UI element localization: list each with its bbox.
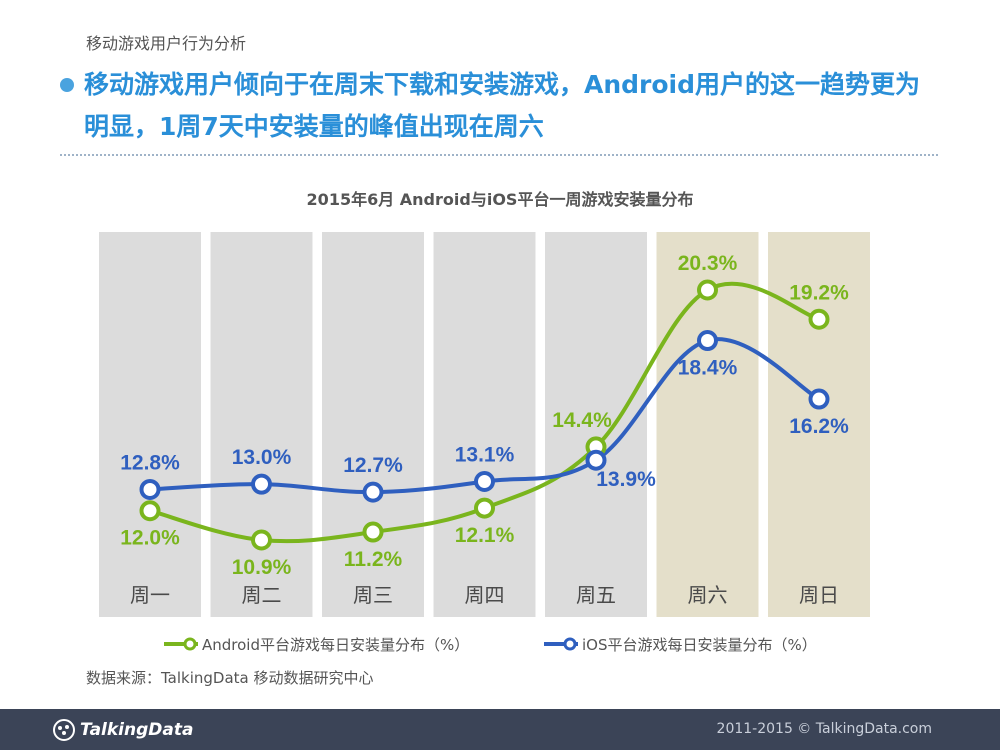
section-label: 移动游戏用户行为分析	[86, 34, 247, 53]
x-tick-label: 周二	[242, 583, 282, 607]
data-label-android: 10.9%	[232, 556, 292, 579]
x-tick-label: 周日	[799, 583, 839, 607]
data-point-android	[474, 497, 495, 519]
data-point-ios	[251, 473, 272, 495]
day-band-6	[768, 232, 870, 617]
legend-item-ios: iOS平台游戏每日安装量分布（%）	[542, 632, 817, 656]
data-label-ios: 12.7%	[343, 454, 403, 477]
data-label-android: 12.1%	[455, 524, 515, 547]
data-point-android	[808, 308, 830, 330]
headline: 移动游戏用户倾向于在周末下载和安装游戏，Android用户的这一趋势更为明显，1…	[84, 70, 921, 141]
chart-legend: Android平台游戏每日安装量分布（%） iOS平台游戏每日安装量分布（%）	[0, 632, 1000, 656]
bullet-dot	[60, 78, 74, 92]
chart-title: 2015年6月 Android与iOS平台一周游戏安装量分布	[306, 190, 694, 209]
talkingdata-logo-icon	[53, 719, 75, 741]
dotted-divider	[60, 154, 938, 156]
x-tick-label: 周六	[688, 583, 728, 607]
data-label-ios: 16.2%	[789, 415, 849, 438]
day-band-0	[99, 232, 201, 617]
data-label-ios: 18.4%	[678, 357, 738, 380]
data-point-ios	[697, 330, 718, 352]
footer-copyright: 2011-2015 © TalkingData.com	[716, 721, 932, 737]
x-tick-label: 周三	[353, 583, 393, 607]
day-band-2	[322, 232, 424, 617]
data-point-android	[697, 279, 718, 301]
data-point-ios	[808, 388, 830, 410]
data-point-ios	[474, 470, 495, 492]
data-source: 数据来源：TalkingData 移动数据研究中心	[86, 669, 374, 687]
data-label-android: 19.2%	[789, 281, 849, 304]
data-point-ios	[585, 449, 607, 471]
data-label-ios: 12.8%	[120, 451, 180, 474]
legend-swatch-ios	[544, 637, 578, 651]
data-label-android: 11.2%	[344, 548, 403, 571]
data-label-android: 12.0%	[120, 527, 180, 550]
day-band-1	[210, 232, 313, 617]
data-label-ios: 13.1%	[455, 443, 515, 466]
x-tick-label: 周四	[465, 583, 505, 607]
legend-label-ios: iOS平台游戏每日安装量分布（%）	[582, 635, 817, 654]
day-band-3	[433, 232, 536, 617]
legend-swatch-android	[164, 637, 198, 651]
data-point-android	[362, 521, 384, 543]
x-tick-label: 周一	[130, 583, 170, 607]
data-label-android: 14.4%	[552, 409, 612, 432]
data-label-ios: 13.0%	[232, 446, 292, 469]
footer-logo-text: TalkingData	[80, 720, 194, 740]
legend-item-android: Android平台游戏每日安装量分布（%）	[162, 632, 469, 656]
data-label-ios: 13.9%	[596, 468, 656, 491]
data-point-android	[251, 529, 272, 551]
data-point-android	[139, 500, 161, 522]
data-point-ios	[362, 481, 384, 503]
footer-bar: TalkingData 2011-2015 © TalkingData.com	[0, 709, 1000, 750]
data-label-android: 20.3%	[678, 252, 738, 275]
footer-logo: TalkingData	[52, 718, 193, 742]
legend-label-android: Android平台游戏每日安装量分布（%）	[202, 635, 470, 654]
data-point-ios	[139, 478, 161, 500]
x-tick-label: 周五	[576, 583, 616, 607]
